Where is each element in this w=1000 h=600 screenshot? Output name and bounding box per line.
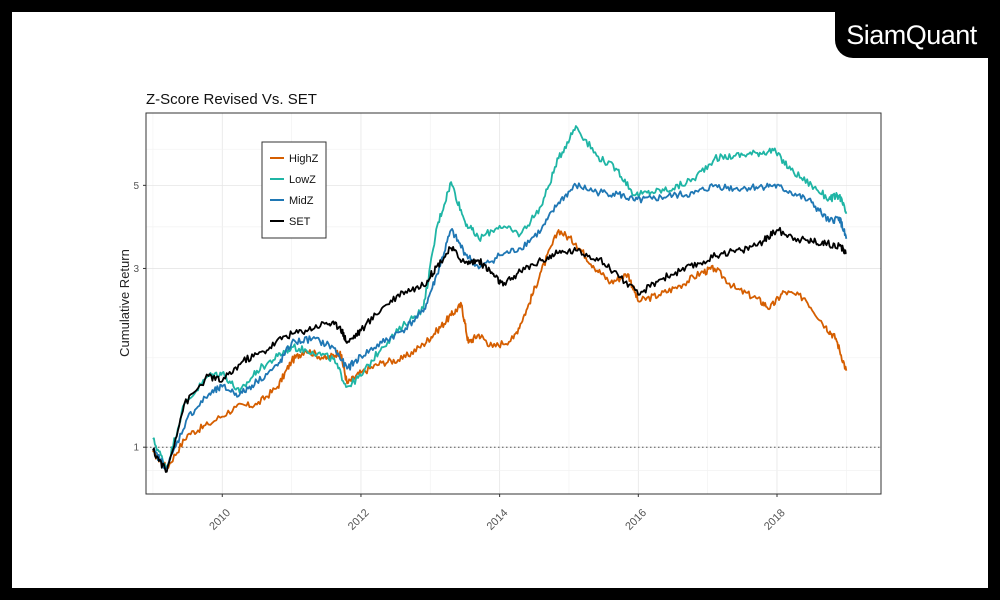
x-tick-label: 2012 (346, 507, 372, 533)
x-tick-label: 2010 (207, 507, 233, 533)
series-line-highz (152, 229, 848, 469)
y-axis-title: Cumulative Return (117, 249, 132, 357)
legend-label-highz: HighZ (289, 153, 319, 165)
series-line-midz (152, 182, 848, 470)
legend-label-midz: MidZ (289, 195, 314, 207)
legend-label-set: SET (289, 216, 311, 228)
brand-logo: SiamQuant (835, 12, 988, 58)
x-tick-label: 2018 (762, 507, 788, 533)
y-tick-label: 1 (133, 443, 139, 454)
x-tick-label: 2016 (623, 507, 649, 533)
plot-border (145, 112, 882, 495)
chart-title: Z-Score Revised Vs. SET (146, 91, 317, 108)
series-lines (152, 125, 848, 473)
x-tick-label: 2014 (485, 507, 511, 533)
legend-label-lowz: LowZ (289, 174, 316, 186)
series-line-lowz (152, 125, 848, 469)
series-line-set (152, 226, 847, 473)
y-tick-label: 3 (133, 264, 139, 275)
legend: HighZ LowZ MidZ SET (261, 141, 327, 239)
y-tick-label: 5 (133, 181, 139, 192)
